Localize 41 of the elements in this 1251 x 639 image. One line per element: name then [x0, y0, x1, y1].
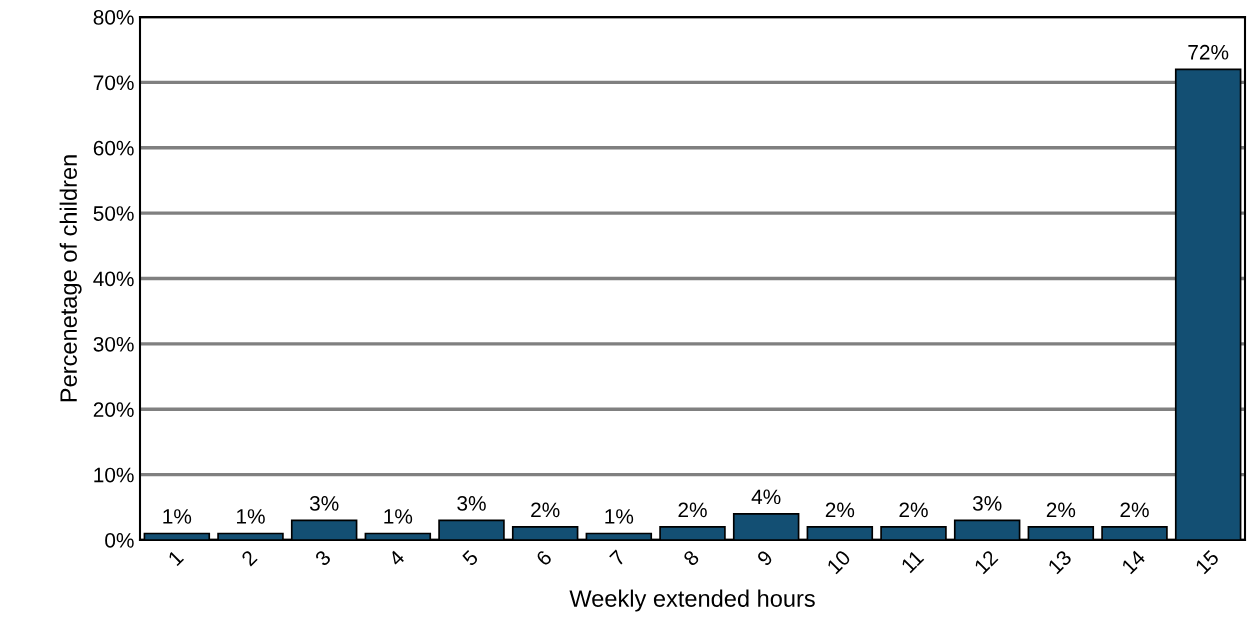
x-tick-label: 1 [167, 549, 185, 567]
x-tick-label: 12 [973, 549, 999, 575]
data-label: 3% [972, 495, 1002, 511]
data-label: 2% [825, 502, 855, 518]
data-label: 1% [237, 509, 265, 524]
data-label: 2% [899, 502, 928, 518]
x-tick-label: 13 [1047, 549, 1073, 575]
data-label: 2% [1046, 502, 1076, 518]
x-tick-label: 2 [240, 549, 258, 567]
x-tick-label: 11 [900, 549, 925, 574]
y-tick-label: 20% [93, 402, 134, 417]
y-tick-label: 60% [93, 140, 134, 156]
data-label: 1% [384, 509, 413, 524]
x-tick-label: 15 [1194, 549, 1220, 575]
data-label: 1% [163, 509, 192, 524]
data-label: 72% [1188, 44, 1229, 60]
y-tick-label: 50% [93, 206, 134, 221]
x-tick-label: 7 [609, 549, 626, 567]
y-tick-label: 70% [93, 75, 134, 91]
y-tick-label: 40% [93, 271, 134, 287]
data-label: 2% [531, 502, 560, 518]
x-tick-label: 10 [826, 549, 852, 575]
x-tick-label: 3 [314, 549, 332, 567]
data-label: 1% [605, 509, 634, 524]
data-label: 3% [457, 495, 486, 511]
x-tick-label: 14 [1121, 549, 1147, 575]
x-tick-label: 6 [535, 549, 553, 567]
y-tick-label: 0% [105, 533, 134, 548]
y-tick-label: 80% [93, 10, 134, 25]
data-label: 4% [751, 489, 781, 505]
x-axis-title: Weekly extended hours [569, 589, 815, 612]
x-tick-label: 4 [387, 549, 406, 567]
y-tick-label: 10% [94, 467, 134, 483]
data-label: 2% [1120, 502, 1149, 518]
data-label: 3% [309, 495, 339, 511]
y-axis-title: Percenetage of children [59, 155, 82, 402]
x-tick-label: 9 [756, 549, 774, 567]
x-tick-label: 5 [461, 549, 479, 567]
y-tick-label: 30% [93, 336, 134, 352]
x-tick-label: 8 [682, 549, 700, 567]
data-label: 2% [678, 502, 707, 518]
